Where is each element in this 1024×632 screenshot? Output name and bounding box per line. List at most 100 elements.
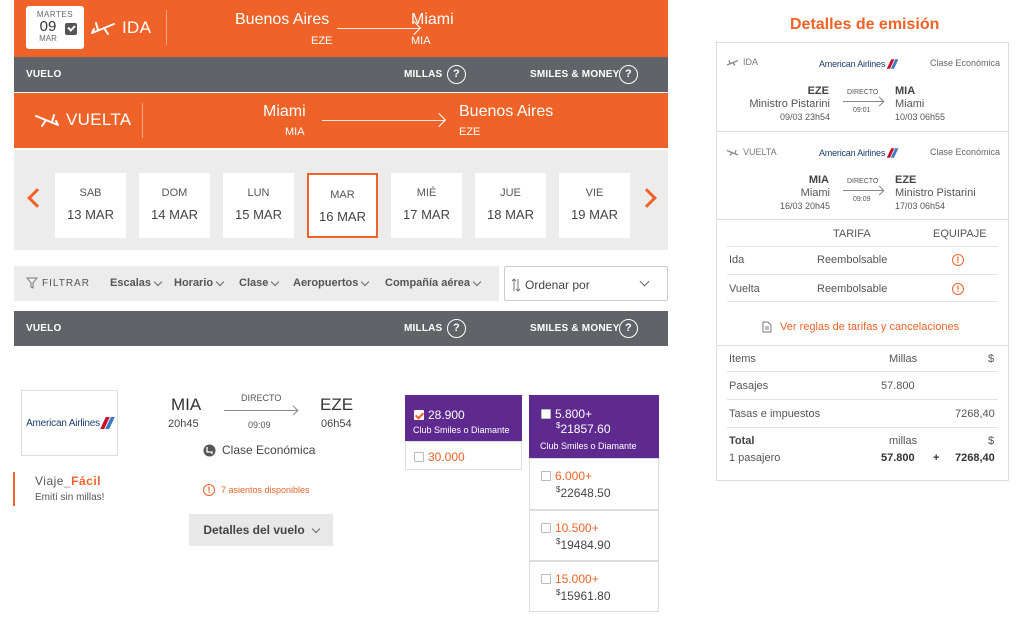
american-airlines-logo: American Airlines [819, 58, 898, 70]
dest-city: Miami [411, 11, 454, 28]
sort-select[interactable]: Ordenar por [504, 266, 668, 301]
money-miles: 15.000+ [541, 572, 599, 586]
date-tile[interactable]: DOM 14 MAR [139, 173, 210, 238]
money-option[interactable]: 15.000+ $15961.80 [529, 561, 659, 612]
currency-sign: $ [556, 537, 561, 546]
fare-col-tarifa: TARIFA [833, 228, 871, 240]
money-club-amount-text: 21857.60 [560, 422, 611, 436]
miles-option-regular[interactable]: 30.000 [405, 441, 522, 470]
checkbox[interactable] [541, 574, 551, 584]
segment-ida-label: IDA [726, 57, 758, 67]
money-option-club[interactable]: 5.800+ $21857.60 Club Smiles o Diamante [529, 395, 659, 458]
calendar-check-icon [65, 23, 77, 35]
chevron-down-icon [472, 277, 482, 286]
help-icon[interactable]: ? [447, 319, 466, 338]
filter-aeropuertos[interactable]: Aeropuertos [293, 277, 370, 289]
miles-option-club[interactable]: 28.900 Club Smiles o Diamante [405, 395, 522, 441]
cabin-class: Clase Económica [203, 443, 315, 457]
date-dow: MIÉ [416, 187, 437, 199]
divider [727, 399, 998, 400]
money-miles: 10.500+ [541, 521, 599, 535]
chevron-down-icon [153, 277, 163, 286]
prev-arrow-icon[interactable] [27, 188, 47, 208]
filter-compania[interactable]: Compañía aérea [385, 277, 482, 289]
money-option[interactable]: 6.000+ $22648.50 [529, 458, 659, 510]
pasajes-label: Pasajes [729, 380, 769, 392]
dest-code: EZE [459, 126, 481, 138]
filter-label[interactable]: FILTRAR [26, 277, 90, 289]
plane-departure-icon [91, 22, 115, 35]
segment-to-time: 10/03 06h55 [895, 112, 946, 122]
airline-tail-icon [889, 148, 897, 158]
total-money-label: $ [988, 435, 995, 447]
checkbox[interactable] [541, 409, 551, 419]
checkbox[interactable] [541, 471, 551, 481]
date-day: 09 [39, 18, 57, 35]
american-airlines-logo: American Airlines [819, 147, 898, 159]
flight-details-label: Detalles del vuelo [203, 523, 305, 537]
date-tile-selected[interactable]: MAR 16 MAR [307, 173, 378, 238]
vuelta-banner: VUELTA Miami MIA Buenos Aires EZE [14, 93, 668, 148]
money-amount-text: 15961.80 [560, 589, 611, 603]
flight-details-button[interactable]: Detalles del vuelo [189, 514, 333, 546]
date-dow: MARTES [36, 10, 74, 19]
date-day: 16 MAR [319, 209, 366, 224]
date-day: 15 MAR [235, 207, 282, 222]
help-icon[interactable]: ? [619, 65, 638, 84]
date-dow: MAR [330, 189, 355, 201]
segment-from-time: 09/03 23h54 [779, 112, 830, 122]
col-vuelo: VUELO [26, 69, 62, 80]
rules-link[interactable]: Ver reglas de tarifas y cancelaciones [762, 321, 959, 333]
filter-horario[interactable]: Horario [174, 277, 225, 289]
date-tile[interactable]: SAB 13 MAR [55, 173, 126, 238]
filter-escalas[interactable]: Escalas [110, 277, 163, 289]
date-dow: LUN [247, 187, 270, 199]
date-day: 19 MAR [571, 207, 618, 222]
date-tile[interactable]: MIÉ 17 MAR [391, 173, 462, 238]
currency-sign: $ [556, 421, 561, 430]
help-icon[interactable]: ? [619, 319, 638, 338]
help-icon[interactable]: ? [447, 65, 466, 84]
date-card[interactable]: MARTES 09 MAR [26, 6, 84, 49]
pasajes-millas: 57.800 [881, 380, 915, 392]
money-miles-text: 6.000+ [555, 469, 593, 483]
american-airlines-logo: American Airlines [26, 417, 113, 429]
money-option[interactable]: 10.500+ $19484.90 [529, 510, 659, 561]
divider [717, 219, 1008, 220]
segment-type: DIRECTO [847, 178, 879, 185]
segment-type: DIRECTO [847, 89, 879, 96]
segment-to-code: EZE [895, 174, 917, 186]
promo-title: Viaje_Fácil [35, 474, 102, 488]
date-tile[interactable]: VIE 19 MAR [559, 173, 630, 238]
warning-icon[interactable]: ! [952, 254, 964, 266]
date-day: 17 MAR [403, 207, 450, 222]
flight-duration: 09:09 [248, 420, 271, 430]
airline-tail-icon [889, 59, 897, 69]
sort-label: Ordenar por [525, 278, 590, 292]
segment-from-code: EZE [807, 85, 829, 97]
date-strip: SAB 13 MAR DOM 14 MAR LUN 15 MAR MAR 16 … [14, 150, 668, 250]
results-header-bar: VUELO MILLAS ? SMILES & MONEY ? [14, 311, 668, 346]
panel-title: Detalles de emisión [790, 16, 940, 33]
warning-icon[interactable]: ! [952, 283, 964, 295]
money-amount: $19484.90 [556, 537, 611, 552]
money-amount-text: 22648.50 [560, 486, 611, 500]
miles-club-label: Club Smiles o Diamante [413, 425, 510, 435]
checkbox[interactable] [414, 452, 424, 462]
route-arrow-icon [322, 120, 444, 121]
segment-cabin: Clase Económica [929, 147, 1000, 157]
checkbox-checked[interactable] [414, 410, 424, 420]
segment-from-code: MIA [808, 174, 829, 186]
checkbox[interactable] [541, 523, 551, 533]
money-amount-text: 19484.90 [560, 538, 611, 552]
filter-clase[interactable]: Clase [239, 277, 280, 289]
next-arrow-icon[interactable] [637, 188, 657, 208]
date-tile[interactable]: LUN 15 MAR [223, 173, 294, 238]
divider [166, 10, 167, 45]
airline-logo-box: American Airlines [21, 390, 118, 456]
money-amount: $15961.80 [556, 588, 611, 603]
ida-banner: MARTES 09 MAR IDA Buenos Aires EZE Miami… [14, 0, 668, 57]
col-smiles-money: SMILES & MONEY [530, 69, 620, 80]
col-smiles-money: SMILES & MONEY [530, 323, 620, 334]
date-tile[interactable]: JUE 18 MAR [475, 173, 546, 238]
